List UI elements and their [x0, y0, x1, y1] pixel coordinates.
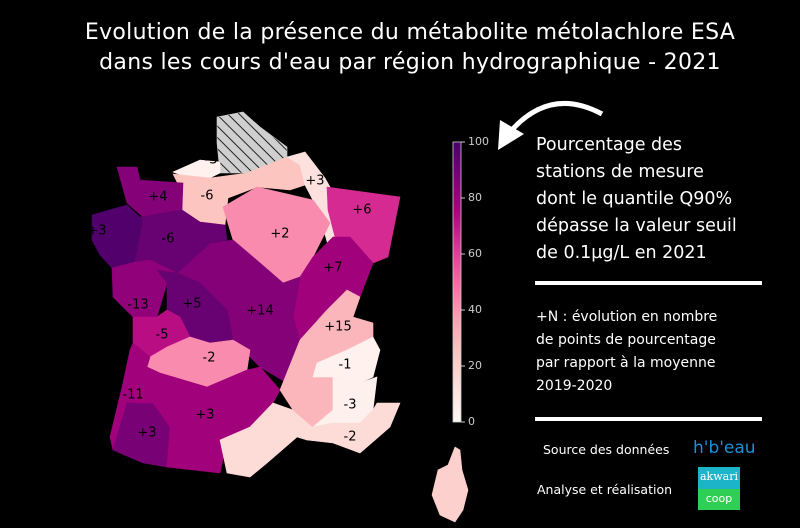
region-normandie [116, 166, 184, 218]
region-change-label: +15 [324, 320, 351, 335]
region-change-label: +5 [182, 297, 201, 312]
colorbar-tick-label: 0 [468, 415, 475, 428]
region-change-label: +3 [137, 426, 156, 441]
note-line: de points de pourcentage [536, 332, 716, 348]
region-provence [306, 402, 401, 454]
region-change-label: -6 [201, 189, 214, 204]
legend-line: dont le quantile Q90% [536, 189, 733, 209]
colorbar-tick-label: 80 [468, 191, 482, 204]
region-loire-aval [134, 209, 228, 274]
region-corse [431, 446, 469, 523]
title-line-1: Evolution de la présence du métabolite m… [84, 20, 736, 45]
region-change-label: -2 [344, 430, 357, 445]
region-change-label: -3 [205, 153, 218, 168]
colorbar-tick-label: 60 [468, 247, 482, 260]
region-change-label: +7 [323, 261, 342, 276]
region-change-label: -1 [339, 358, 352, 373]
region-change-label: +4 [148, 190, 167, 205]
analysis-label: Analyse et réalisation [537, 482, 673, 497]
note-line: 2019-2020 [536, 378, 613, 394]
arrow-icon [508, 100, 604, 134]
title-line-2: dans les cours d'eau par région hydrogra… [99, 50, 721, 75]
colorbar-tick-label: 100 [468, 135, 489, 148]
logo-text: akwari [700, 470, 738, 483]
hubeau-logo: h'b'eau [693, 438, 756, 458]
legend-line: de 0.1µg/L en 2021 [536, 243, 707, 263]
region-change-label: +3 [195, 408, 214, 423]
divider [535, 281, 762, 285]
akwari-coop-logo: akwari coop [698, 467, 740, 510]
arrow-head-icon [498, 120, 524, 150]
note-line: par rapport à la moyenne [536, 355, 716, 371]
region-change-label: -5 [156, 328, 169, 343]
region-change-label: +6 [352, 203, 371, 218]
source-label: Source des données [543, 442, 670, 457]
legend-description: Pourcentage des stations de mesure dont … [536, 132, 796, 267]
legend-line: dépasse la valeur seuil [536, 216, 737, 236]
region-change-label: +2 [270, 227, 289, 242]
region-change-label: +14 [246, 304, 273, 319]
colorbar-tick-label: 20 [468, 359, 482, 372]
legend-note: +N : évolution en nombre de points de po… [536, 306, 796, 398]
region-change-label: -13 [127, 298, 148, 313]
colorbar-tick-label: 40 [468, 303, 482, 316]
region-change-label: +3 [305, 174, 324, 189]
colorbar [452, 141, 462, 423]
region-change-label: +3 [87, 224, 106, 239]
region-change-label: -11 [122, 388, 143, 403]
logo-text: coop [705, 492, 733, 505]
region-change-label: -3 [344, 398, 357, 413]
divider [535, 417, 762, 421]
legend-line: stations de mesure [536, 162, 704, 182]
region-change-label: -2 [203, 351, 216, 366]
region-change-label: -6 [162, 232, 175, 247]
note-line: +N : évolution en nombre [536, 309, 718, 325]
legend-line: Pourcentage des [536, 135, 683, 155]
